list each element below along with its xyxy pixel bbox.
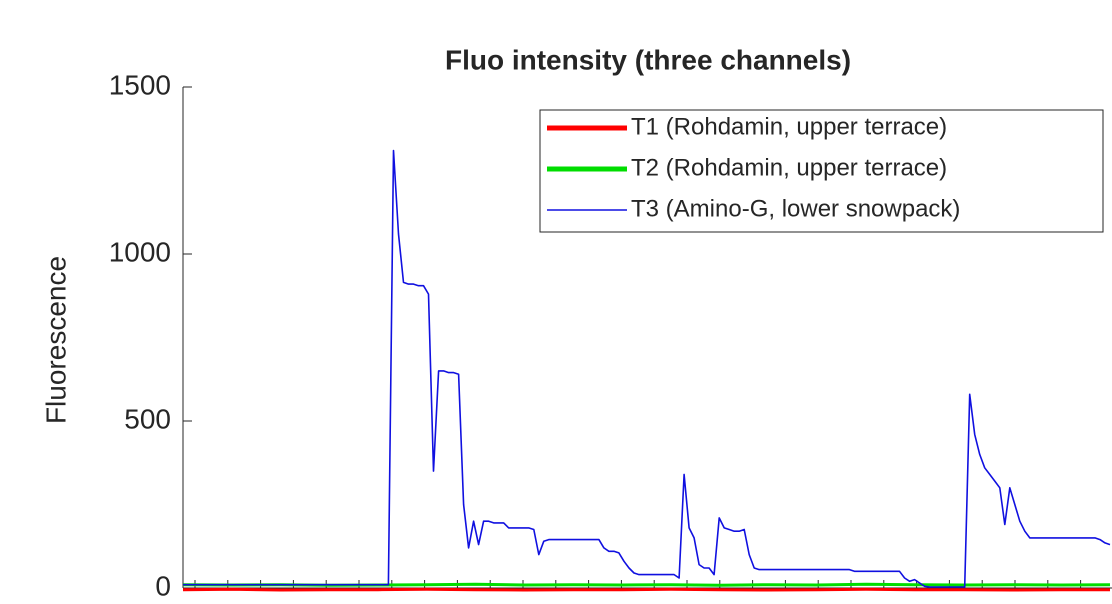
y-tick-label: 500: [124, 403, 171, 434]
legend: T1 (Rohdamin, upper terrace) T2 (Rohdamin…: [539, 109, 1104, 233]
y-tick-label: 1500: [109, 69, 171, 100]
legend-label: T2 (Rohdamin, upper terrace): [631, 154, 947, 181]
series-line: [182, 587, 1110, 592]
chart-title: Fluo intensity (three channels): [445, 44, 851, 75]
y-tick-label: 0: [155, 570, 171, 601]
legend-box: [539, 109, 1104, 233]
series-line: [183, 149, 1111, 588]
y-tick-label: 1000: [109, 236, 171, 267]
y-axis-label: Fluorescence: [40, 256, 71, 424]
legend-label: T3 (Amino-G, lower snowpack): [631, 195, 960, 222]
legend-label: T1 (Rohdamin, upper terrace): [631, 113, 947, 140]
